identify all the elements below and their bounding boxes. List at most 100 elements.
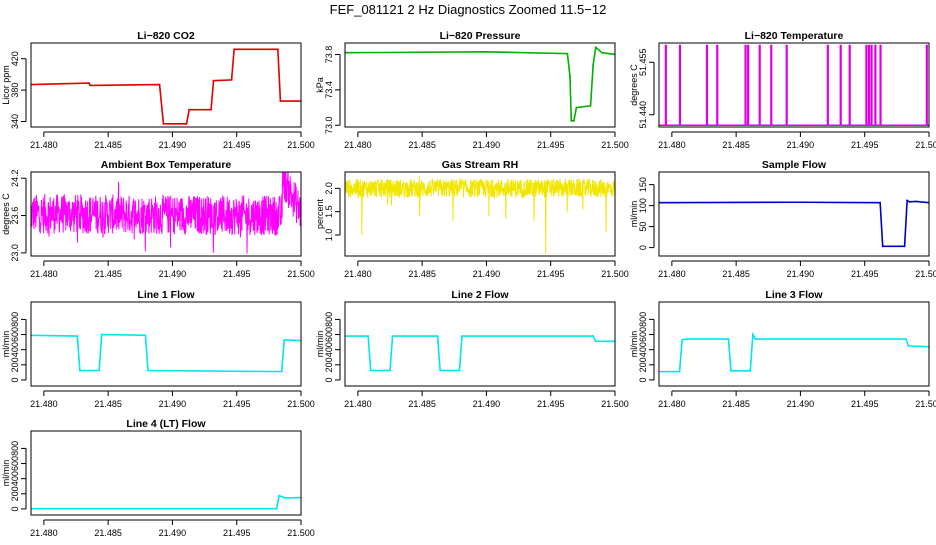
data-point (903, 245, 906, 248)
panel-6: Sample Flow 21.480 21.485 21.490 21.495 21.50… (629, 159, 936, 279)
y-axis-label: ml/min (629, 201, 639, 228)
x-tick-label: 21.495 (223, 140, 251, 150)
x-axis: 21.480 21.485 21.490 21.495 21.500 (30, 390, 315, 409)
plot-frame (30, 430, 302, 516)
x-tick-label: 21.480 (344, 399, 372, 409)
y-tick-label: 0 (324, 377, 334, 382)
plot-frame (344, 301, 616, 387)
y-tick-label: 73.4 (324, 81, 334, 99)
x-tick-label: 21.500 (915, 140, 936, 150)
x-tick-label: 21.500 (287, 269, 315, 279)
y-tick-label: 73.0 (324, 116, 334, 134)
plot-frame (30, 301, 302, 387)
y-tick-label: 600 (638, 327, 648, 342)
panel-9: Line 3 Flow 21.480 21.485 21.490 21.495 21.50… (629, 289, 936, 409)
x-tick-label: 21.495 (223, 528, 251, 538)
data-point (283, 338, 286, 341)
plot-frame (658, 301, 930, 387)
y-tick-label: 50 (638, 222, 648, 232)
data-point (461, 335, 463, 337)
data-point (284, 497, 287, 499)
data-point (458, 369, 461, 372)
y-tick-label: 420 (10, 51, 20, 66)
data-point (233, 48, 236, 51)
y-tick-label: 0 (10, 506, 20, 511)
data-point (569, 75, 571, 78)
y-tick-label: 600 (10, 327, 20, 342)
panel-title: Li−820 Pressure (440, 30, 521, 42)
x-tick-label: 21.490 (473, 269, 501, 279)
x-tick-label: 21.490 (159, 269, 187, 279)
x-tick-label: 21.495 (851, 399, 879, 409)
y-axis: 1.0 1.5 2.0 (324, 182, 341, 241)
y-tick-label: 800 (638, 312, 648, 327)
series-group (659, 331, 929, 373)
data-point (76, 335, 79, 337)
x-axis: 21.480 21.485 21.490 21.495 21.500 (344, 260, 629, 279)
data-point (570, 119, 573, 122)
series-group (345, 335, 615, 372)
data-point (754, 338, 757, 340)
panel-title: Ambient Box Temperature (101, 159, 232, 171)
data-point (589, 104, 592, 107)
x-tick-label: 21.495 (537, 399, 565, 409)
x-tick-label: 21.480 (344, 269, 372, 279)
series-line (345, 176, 615, 254)
series-group (345, 176, 615, 254)
y-axis-label: ml/min (1, 331, 11, 358)
series-group (659, 44, 929, 126)
data-point (799, 201, 802, 204)
x-tick-label: 21.485 (94, 399, 122, 409)
series-line (31, 172, 301, 254)
x-axis: 21.480 21.485 21.490 21.495 21.500 (344, 131, 629, 150)
x-tick-label: 21.490 (159, 399, 187, 409)
data-point (279, 100, 282, 102)
data-point (230, 78, 233, 81)
x-tick-label: 21.495 (537, 140, 565, 150)
y-tick-label: 2.0 (324, 182, 334, 195)
series-line (345, 335, 615, 372)
y-tick-label: 23.6 (10, 207, 20, 225)
data-point (730, 369, 732, 372)
data-point (87, 82, 90, 84)
x-tick-label: 21.480 (30, 528, 58, 538)
data-point (572, 119, 575, 122)
x-tick-label: 21.480 (658, 399, 686, 409)
plot-frame (30, 42, 302, 128)
y-tick-label: 800 (324, 312, 334, 327)
data-point (144, 334, 147, 337)
panel-7: Line 1 Flow 21.480 21.485 21.490 21.495 21.50… (1, 289, 315, 409)
y-axis: 23.0 23.6 24.2 (10, 169, 27, 262)
x-tick-label: 21.490 (159, 528, 187, 538)
y-axis-label: ml/min (315, 331, 325, 358)
series-group (31, 172, 301, 254)
data-point (147, 369, 149, 372)
data-point (485, 50, 488, 53)
plot-frame (344, 42, 616, 128)
series-group (31, 494, 301, 510)
panel-title: Line 3 Flow (765, 289, 823, 301)
data-point (188, 108, 191, 111)
x-axis: 21.480 21.485 21.490 21.495 21.500 (344, 390, 629, 409)
panel-1: Li−820 CO2 21.480 21.485 21.490 21.495 21.500… (1, 30, 315, 150)
x-tick-label: 21.480 (30, 269, 58, 279)
panel-title: Line 2 Flow (451, 289, 509, 301)
y-tick-label: 150 (638, 177, 648, 192)
data-point (162, 122, 165, 125)
panel-title: Li−820 Temperature (745, 30, 844, 42)
x-tick-label: 21.495 (223, 399, 251, 409)
panel-4: Ambient Box Temperature 21.480 21.485 21.49… (1, 159, 315, 279)
x-tick-label: 21.480 (658, 269, 686, 279)
data-point (276, 48, 279, 51)
y-tick-label: 400 (638, 342, 648, 357)
y-tick-label: 100 (638, 198, 648, 213)
x-tick-label: 21.490 (787, 269, 815, 279)
x-tick-label: 21.480 (658, 140, 686, 150)
panel-title: Sample Flow (762, 159, 827, 171)
y-tick-label: 200 (10, 357, 20, 372)
x-tick-label: 21.500 (601, 140, 629, 150)
y-axis-label: percent (315, 198, 325, 229)
